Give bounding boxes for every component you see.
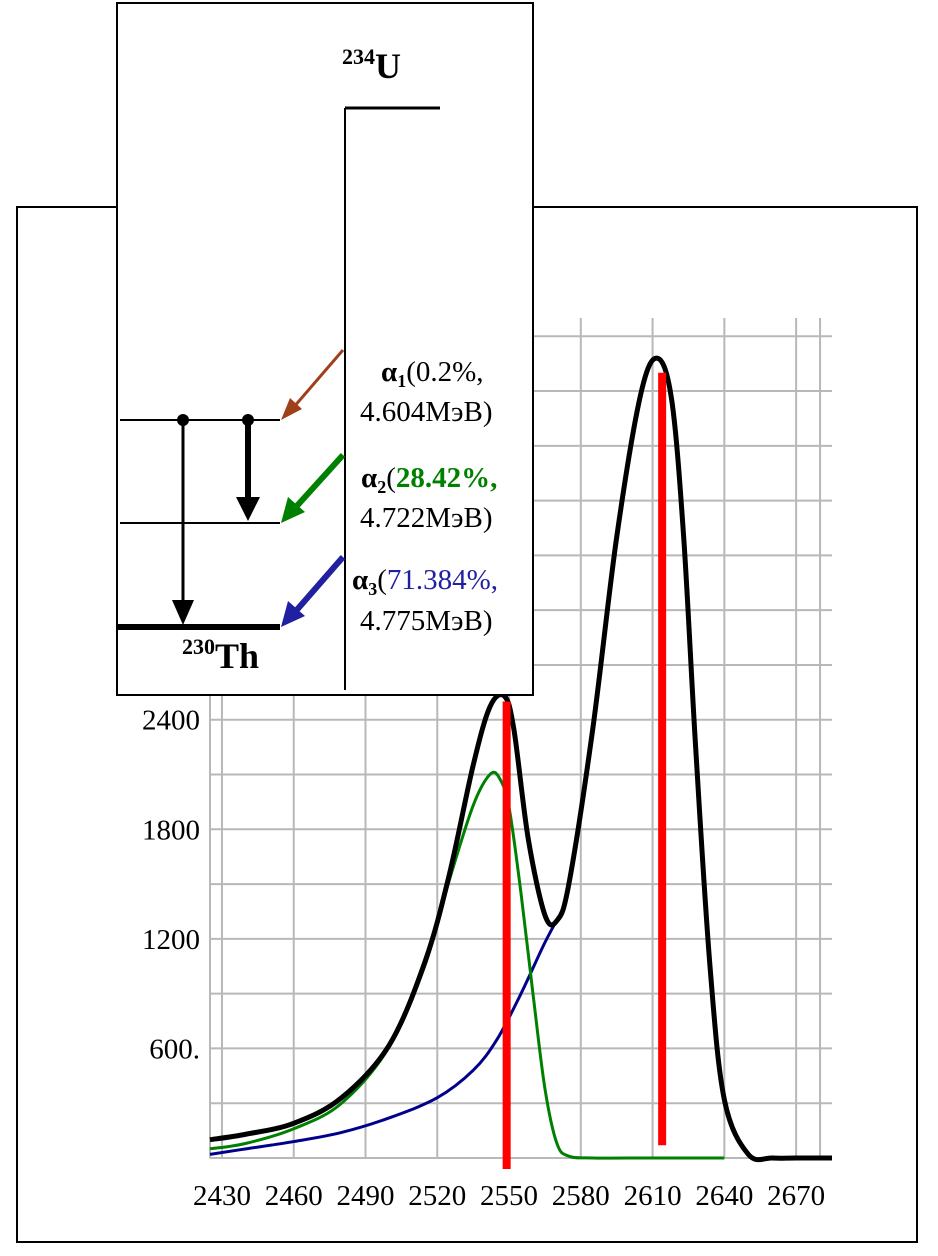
y-tick-label: 1200 xyxy=(142,924,200,956)
x-tick-label: 2430 xyxy=(193,1180,251,1212)
reference-lines xyxy=(502,372,667,1169)
series-line-total xyxy=(209,355,832,1163)
alpha-3-energy: 4.775MэВ) xyxy=(360,605,492,637)
gamma-arrow-short xyxy=(236,414,260,521)
alpha-2-subscript: 2 xyxy=(377,477,386,497)
y-tick-label: 600. xyxy=(149,1033,200,1065)
alpha-1-percent: 0.2%, xyxy=(416,356,484,388)
alpha-1-subscript: 1 xyxy=(397,371,406,391)
alpha-1-symbol: α xyxy=(381,356,397,388)
x-tick-label: 2610 xyxy=(624,1180,682,1212)
alpha-3-label: α3(71.384%, 4.775MэВ) xyxy=(352,564,498,637)
alpha-3-symbol: α xyxy=(352,564,368,596)
alpha-2-energy: 4.722MэВ) xyxy=(360,502,492,534)
series-line-alpha3 xyxy=(209,910,563,1156)
svg-text:α2(28.42%,: α2(28.42%, xyxy=(361,462,497,497)
svg-text:α1(0.2%,: α1(0.2%, xyxy=(381,356,484,391)
x-tick-label: 2580 xyxy=(552,1180,610,1212)
x-tick-label: 2550 xyxy=(480,1180,538,1212)
daughter-mass-number: 230 xyxy=(182,634,215,659)
daughter-symbol: Th xyxy=(215,636,259,676)
decay-scheme-inset: 234U xyxy=(116,2,534,696)
parent-mass-number: 234 xyxy=(342,44,375,69)
tick-labels: 2430 2460 2490 2520 2550 2580 2610 2640 2670 600.… xyxy=(142,595,825,1212)
alpha-2-open-paren: ( xyxy=(386,462,396,494)
x-tick-label: 2490 xyxy=(337,1180,395,1212)
x-tick-label: 2640 xyxy=(695,1180,753,1212)
series-line-alpha2 xyxy=(209,770,725,1160)
alpha-2-arrow xyxy=(281,452,346,523)
alpha-3-subscript: 3 xyxy=(368,579,377,599)
parent-symbol: U xyxy=(375,46,401,86)
svg-text:α3(71.384%,: α3(71.384%, xyxy=(352,564,498,599)
y-tick-label: 1800 xyxy=(142,814,200,846)
x-tick-label: 2670 xyxy=(767,1180,825,1212)
y-tick-label: 2400 xyxy=(142,705,200,737)
parent-nucleus-label: 234U xyxy=(342,44,401,86)
alpha-3-percent: 71.384%, xyxy=(387,564,498,596)
alpha-3-arrow xyxy=(281,555,346,627)
alpha-2-symbol: α xyxy=(361,462,377,494)
alpha-1-label: α1(0.2%, 4.604MэВ) xyxy=(360,356,492,428)
alpha-1-open-paren: ( xyxy=(406,356,416,388)
daughter-nucleus-label: 230Th xyxy=(182,634,259,676)
x-tick-label: 2520 xyxy=(408,1180,466,1212)
x-tick-label: 2460 xyxy=(265,1180,323,1212)
alpha-1-arrow xyxy=(281,349,345,420)
gamma-arrow-long xyxy=(172,414,194,625)
alpha-2-percent: 28.42%, xyxy=(396,462,498,494)
alpha-3-open-paren: ( xyxy=(377,564,387,596)
alpha-1-energy: 4.604MэВ) xyxy=(360,396,492,428)
alpha-2-label: α2(28.42%, 4.722MэВ) xyxy=(360,462,497,534)
series-layer xyxy=(209,355,832,1163)
